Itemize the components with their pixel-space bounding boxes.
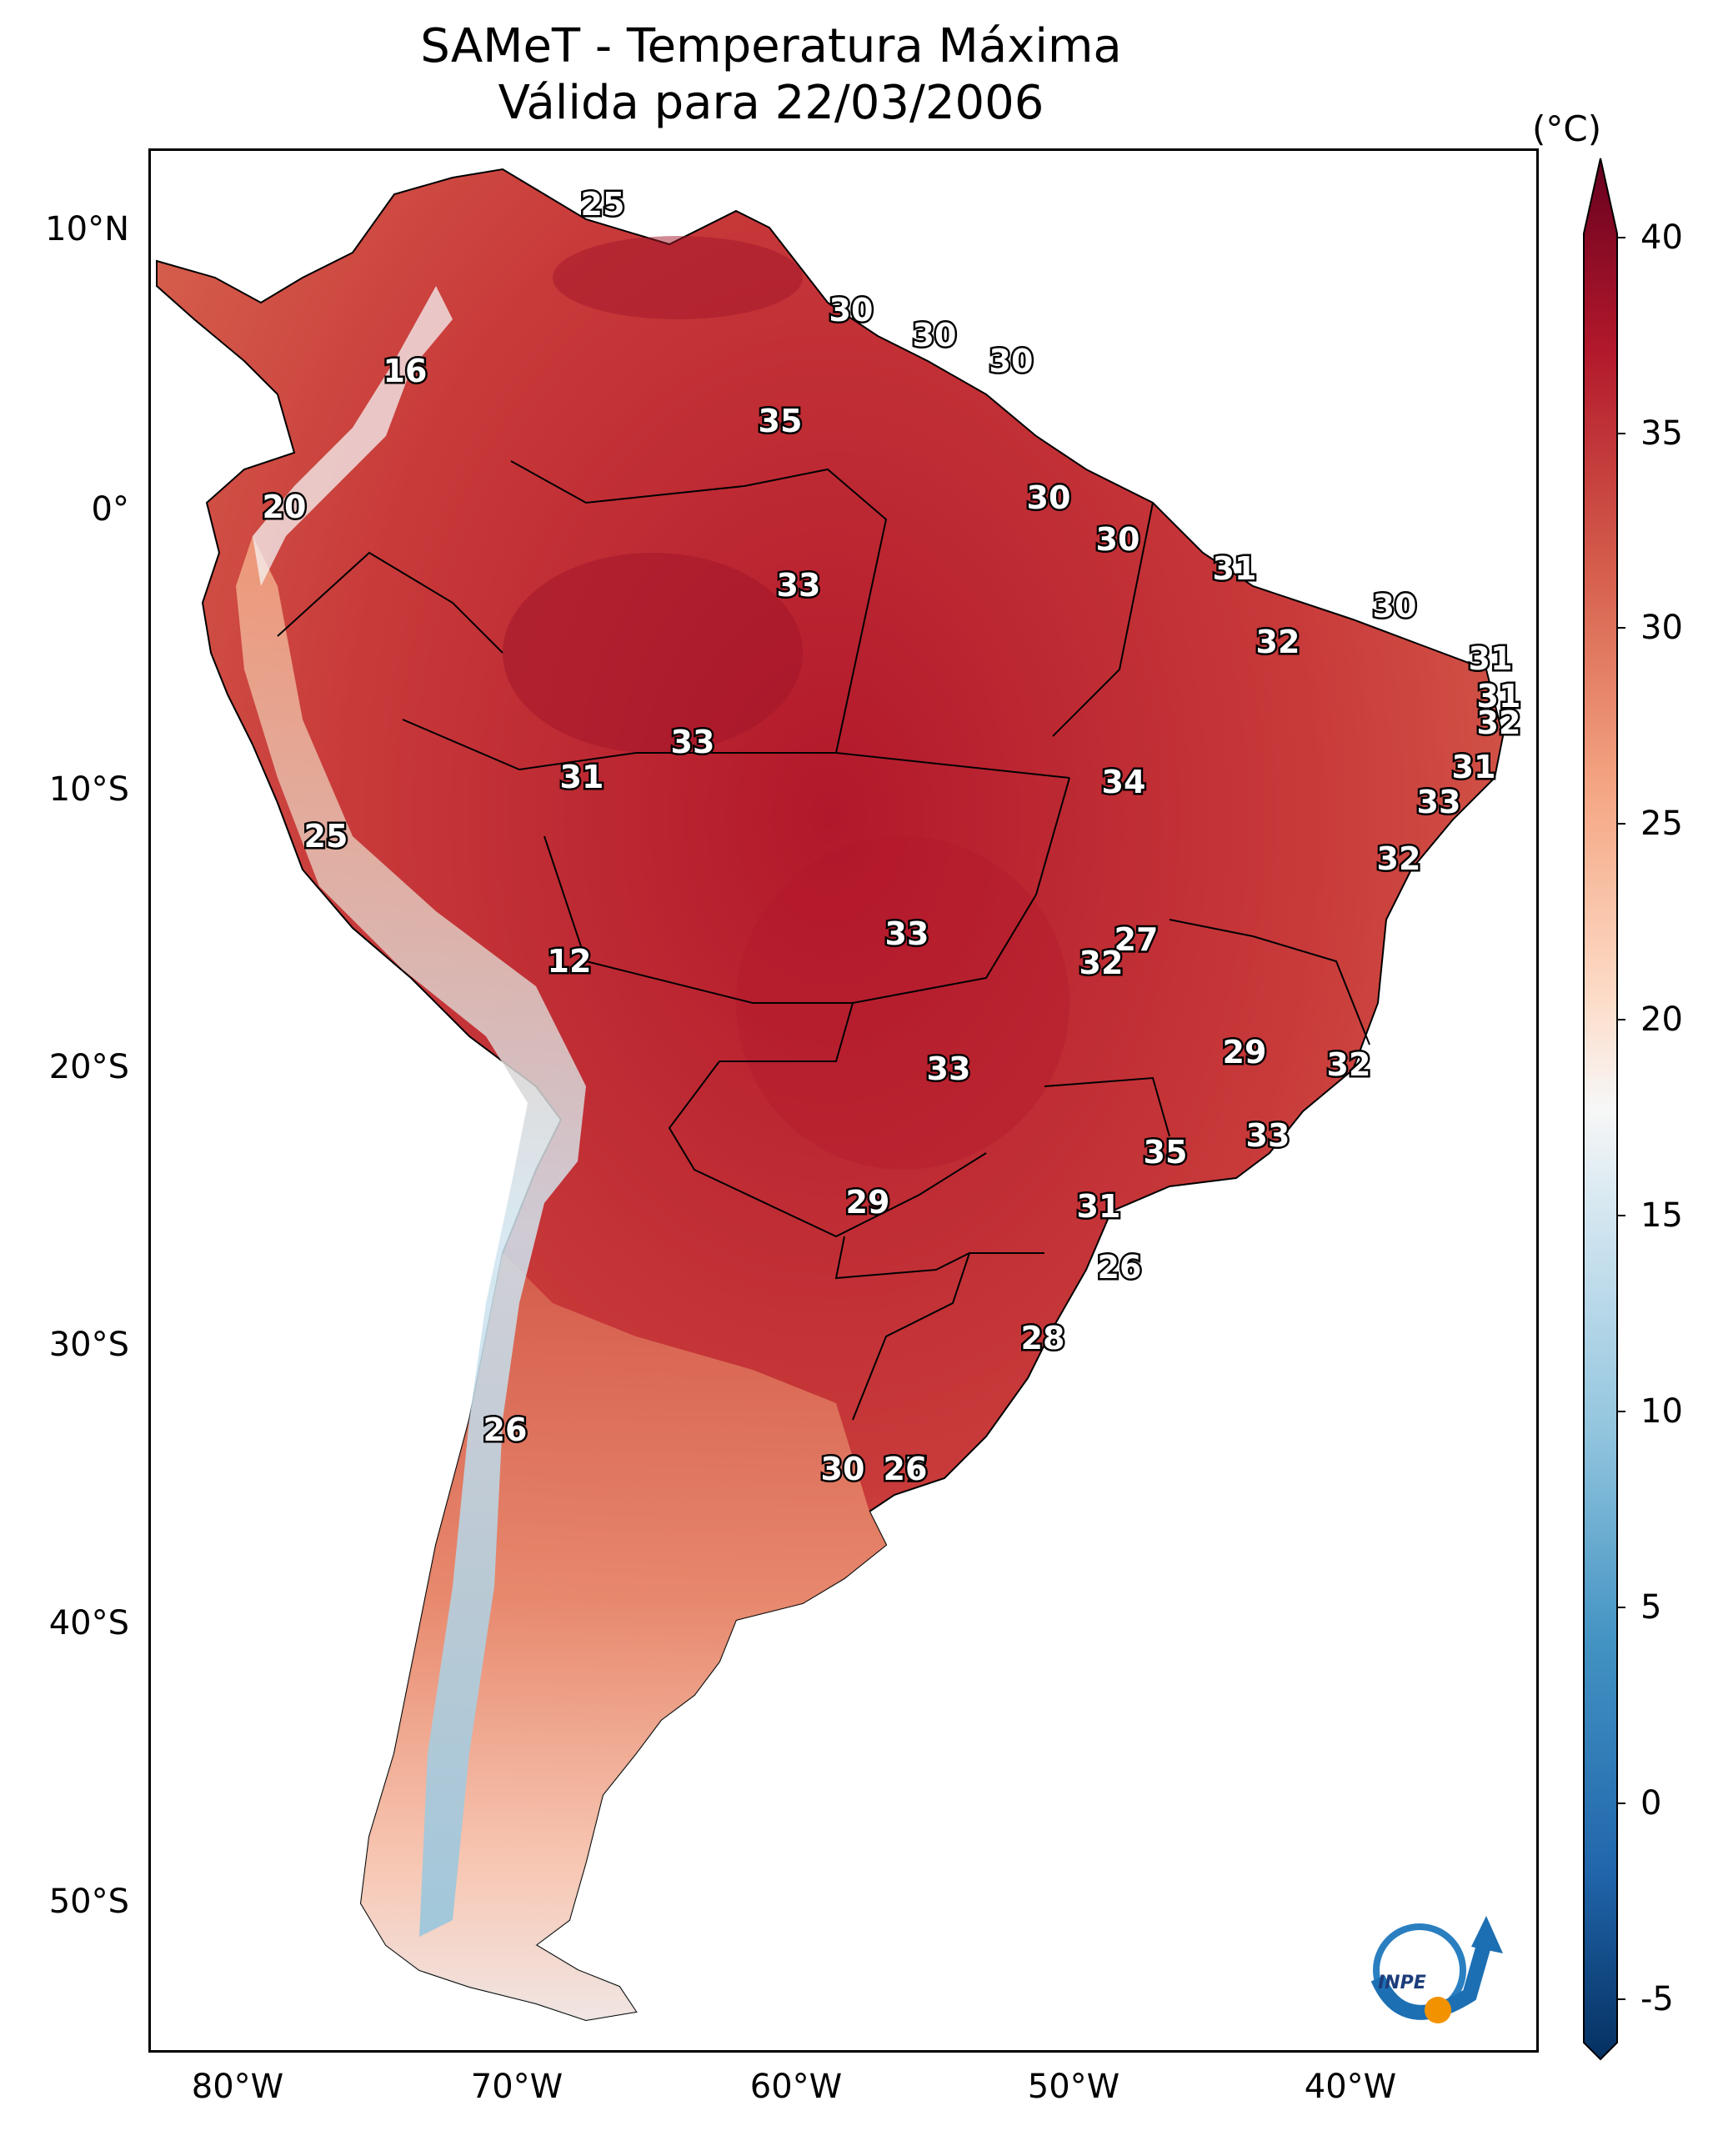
lat-label-20s: 20°S	[48, 1048, 129, 1086]
contour-label: 31	[560, 759, 604, 795]
contour-label: 31	[1477, 678, 1521, 714]
lat-label-40s: 40°S	[48, 1604, 129, 1642]
contour-label: 33	[671, 724, 715, 760]
contour-label: 27	[1114, 921, 1159, 958]
central-hot-core	[736, 836, 1069, 1170]
contour-label: 26	[1098, 1249, 1142, 1286]
lat-label-0: 0°	[91, 490, 129, 529]
contour-label: 30	[821, 1451, 865, 1487]
contour-label: 31	[1469, 640, 1513, 677]
contour-label: 32	[1256, 624, 1300, 660]
political-borders	[277, 460, 1370, 1421]
colorbar	[1583, 158, 1625, 2061]
contour-label: 33	[885, 915, 929, 952]
colorbar-tick-20: 20	[1640, 1000, 1683, 1039]
contour-label: 12	[548, 943, 592, 980]
contour-label: 26	[483, 1411, 528, 1448]
contour-label: 32	[1477, 704, 1521, 741]
amazon-hot-core	[503, 553, 803, 753]
contour-label: 28	[1021, 1320, 1065, 1356]
contour-label: 20	[263, 489, 307, 525]
contour-label: 25	[304, 818, 348, 855]
title-line-1: SAMeT - Temperatura Máxima	[420, 19, 1122, 73]
contour-label: 25	[581, 186, 625, 223]
contour-label: 31	[1213, 550, 1257, 587]
venezuela-hot-core	[553, 236, 803, 319]
contour-label: 33	[777, 567, 821, 604]
colorbar-tick-30: 30	[1640, 609, 1683, 647]
lon-label-50w: 50°W	[1027, 2068, 1120, 2106]
colorbar-tick-15: 15	[1640, 1196, 1683, 1235]
inpe-logo-text: INPE	[1378, 1973, 1426, 1993]
map-frame: 25 16 20 25 12 26 30 30 30 35 33 30 30 31 30 32 31 31 32 33…	[148, 148, 1539, 2053]
title-line-2: Válida para 22/03/2006	[498, 76, 1044, 130]
contour-label: 34	[1102, 764, 1146, 800]
contour-label: 30	[1027, 479, 1071, 516]
contour-label: 30	[989, 343, 1034, 379]
contour-label: 27	[884, 1451, 928, 1487]
colorbar-tick-10: 10	[1640, 1392, 1683, 1431]
contour-label: 32	[1079, 945, 1124, 981]
contour-label: 16	[383, 353, 428, 389]
lat-label-10s: 10°S	[48, 770, 129, 809]
contour-label: 33	[1246, 1117, 1290, 1154]
contour-label: 30	[1096, 521, 1140, 558]
contour-label: 31	[1077, 1188, 1121, 1225]
contour-label: 30	[913, 317, 957, 353]
contour-label: 32	[1377, 840, 1421, 877]
contour-label: 26	[884, 1451, 928, 1487]
contour-label: 33	[927, 1050, 971, 1087]
lon-label-40w: 40°W	[1304, 2068, 1397, 2106]
inpe-logo: INPE	[1370, 1916, 1503, 2023]
colorbar-tick-0: 0	[1640, 1784, 1662, 1823]
contour-label: 33	[1417, 784, 1461, 820]
contour-label: 35	[759, 403, 803, 439]
lon-label-70w: 70°W	[470, 2068, 563, 2106]
andes-cold-strip	[236, 536, 586, 1937]
colorbar-unit: (°C)	[1532, 108, 1602, 149]
contour-label: 29	[1223, 1034, 1267, 1070]
lon-label-60w: 60°W	[749, 2068, 843, 2106]
colorbar-tick-35: 35	[1640, 414, 1683, 453]
lat-label-30s: 30°S	[48, 1326, 129, 1364]
colorbar-tick-minus5: -5	[1640, 1980, 1674, 2018]
contour-label: 35	[1144, 1134, 1188, 1171]
lon-label-80w: 80°W	[191, 2068, 284, 2106]
contour-label: 30	[1373, 588, 1417, 624]
colorbar-tick-40: 40	[1640, 218, 1683, 257]
lat-label-50s: 50°S	[48, 1883, 129, 1921]
colorbar-tick-5: 5	[1640, 1588, 1662, 1627]
map-title: SAMeT - Temperatura Máxima Válida para 2…	[0, 18, 1542, 132]
contour-label: 29	[846, 1184, 890, 1221]
lat-label-10n: 10°N	[45, 210, 129, 248]
contour-label: 32	[1327, 1046, 1371, 1083]
contour-label: 31	[1452, 749, 1496, 785]
colorbar-tick-25: 25	[1640, 805, 1683, 843]
northern-andes-strip	[253, 286, 453, 586]
contour-label: 30	[829, 292, 874, 328]
